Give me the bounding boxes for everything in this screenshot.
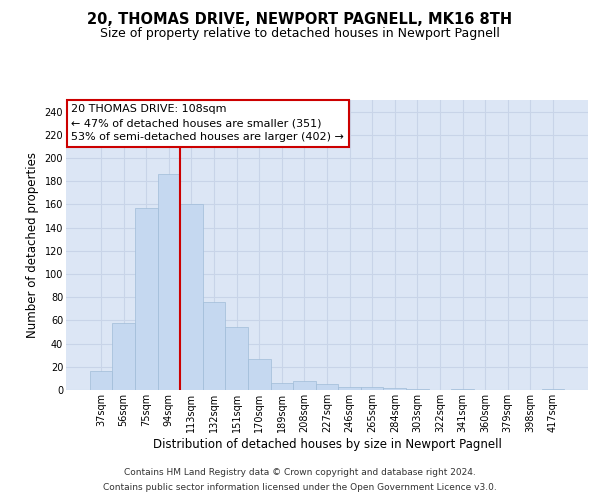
Bar bbox=[248, 358, 271, 390]
Text: Size of property relative to detached houses in Newport Pagnell: Size of property relative to detached ho… bbox=[100, 28, 500, 40]
Bar bbox=[180, 204, 203, 390]
Bar bbox=[338, 386, 361, 390]
Text: 20 THOMAS DRIVE: 108sqm
← 47% of detached houses are smaller (351)
53% of semi-d: 20 THOMAS DRIVE: 108sqm ← 47% of detache… bbox=[71, 104, 344, 142]
Text: 20, THOMAS DRIVE, NEWPORT PAGNELL, MK16 8TH: 20, THOMAS DRIVE, NEWPORT PAGNELL, MK16 … bbox=[88, 12, 512, 28]
Bar bbox=[158, 174, 180, 390]
Bar bbox=[361, 386, 383, 390]
Bar bbox=[203, 302, 226, 390]
Bar bbox=[135, 208, 158, 390]
Bar bbox=[293, 380, 316, 390]
X-axis label: Distribution of detached houses by size in Newport Pagnell: Distribution of detached houses by size … bbox=[152, 438, 502, 451]
Bar bbox=[112, 322, 135, 390]
Text: Contains HM Land Registry data © Crown copyright and database right 2024.: Contains HM Land Registry data © Crown c… bbox=[124, 468, 476, 477]
Bar bbox=[383, 388, 406, 390]
Bar bbox=[406, 389, 428, 390]
Bar bbox=[271, 383, 293, 390]
Bar bbox=[226, 328, 248, 390]
Bar bbox=[316, 384, 338, 390]
Bar bbox=[90, 372, 112, 390]
Text: Contains public sector information licensed under the Open Government Licence v3: Contains public sector information licen… bbox=[103, 483, 497, 492]
Y-axis label: Number of detached properties: Number of detached properties bbox=[26, 152, 39, 338]
Bar bbox=[542, 389, 564, 390]
Bar bbox=[451, 389, 474, 390]
